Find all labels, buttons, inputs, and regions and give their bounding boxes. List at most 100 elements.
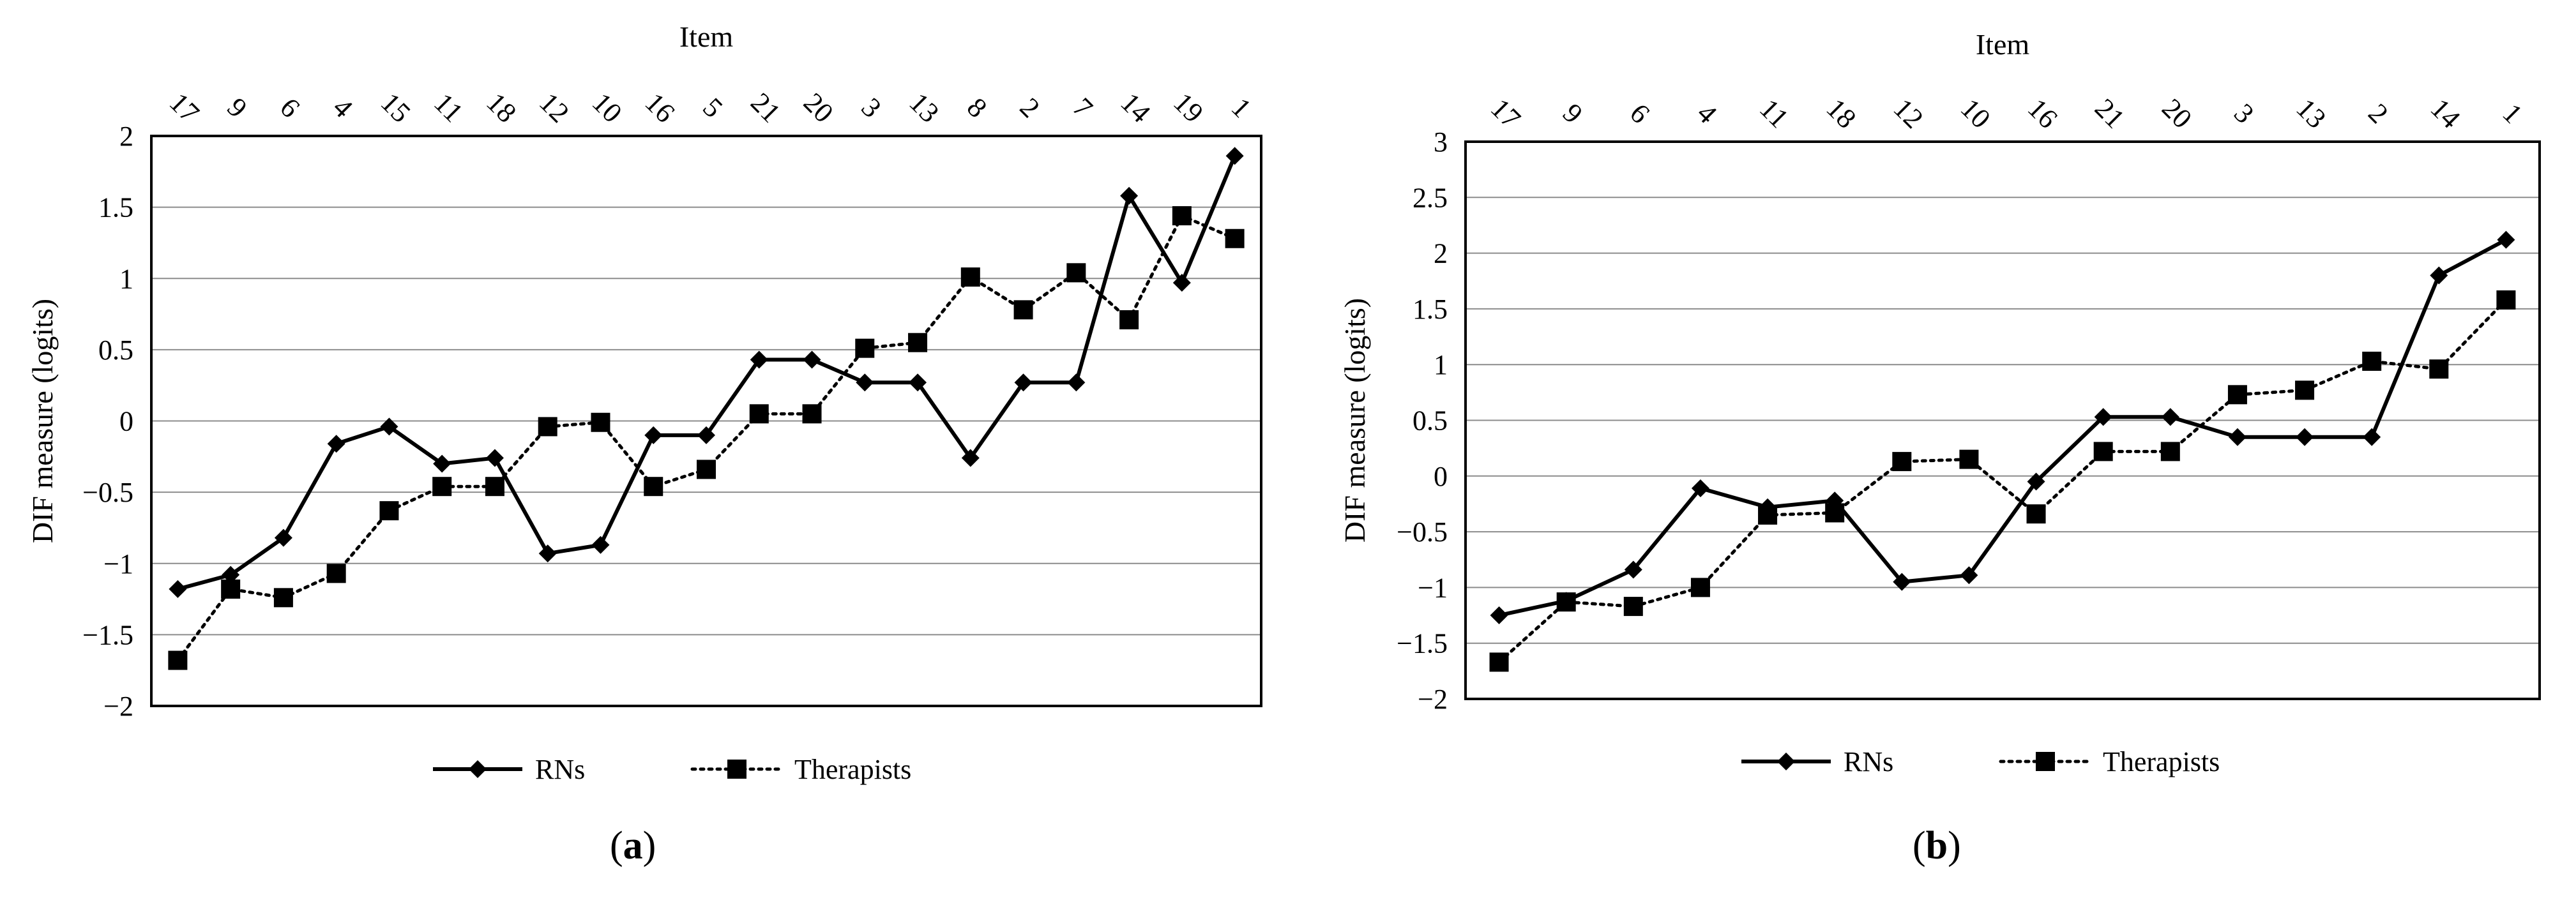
legend-label-rns: RNs (1844, 746, 1893, 777)
panel-label-a: (a) (610, 824, 656, 867)
data-point-therapists (908, 333, 928, 352)
y-axis-title: DIF measure (logits) (26, 299, 59, 543)
data-point-therapists (1556, 592, 1576, 612)
x-tick-label: 11 (428, 87, 469, 128)
y-tick-label: 0.5 (1413, 405, 1448, 437)
y-tick-label: 1 (119, 263, 133, 294)
data-point-rns (856, 373, 874, 392)
x-tick-label: 20 (2156, 93, 2198, 135)
data-point-rns (2027, 472, 2045, 491)
data-point-rns (1624, 560, 1642, 579)
x-axis-title: Item (1976, 28, 2030, 61)
y-tick-label: −2 (1418, 684, 1448, 715)
legend-label-rns: RNs (535, 754, 585, 785)
data-point-rns (1014, 373, 1033, 392)
y-tick-label: 1 (1434, 349, 1448, 380)
data-point-therapists (485, 477, 504, 497)
x-tick-label: 10 (1955, 93, 1997, 135)
data-point-therapists (1959, 449, 1979, 469)
data-point-rns (2228, 428, 2246, 446)
series-line-rns (1498, 237, 2507, 617)
x-tick-label: 21 (2089, 93, 2131, 135)
x-tick-label: 19 (1167, 87, 1209, 129)
y-tick-label: 0 (119, 406, 133, 437)
data-point-rns (1893, 573, 1911, 591)
data-point-therapists (1119, 310, 1139, 329)
data-point-therapists (802, 404, 822, 424)
data-point-rns (2094, 408, 2112, 426)
data-point-rns (1120, 186, 1139, 205)
data-point-therapists (2295, 380, 2315, 400)
data-point-rns (1691, 479, 1709, 498)
data-point-therapists (221, 579, 241, 599)
data-point-therapists (326, 564, 346, 583)
data-point-therapists (1758, 505, 1778, 525)
data-point-rns (2161, 408, 2179, 426)
data-point-therapists (1825, 503, 1845, 523)
x-tick-label: 10 (586, 87, 628, 129)
data-point-therapists (1690, 578, 1710, 597)
data-point-rns (750, 350, 768, 369)
x-tick-label: 11 (1754, 93, 1795, 134)
data-point-rns (644, 426, 663, 444)
plot-frame (150, 135, 1262, 707)
x-tick-label: 12 (533, 87, 575, 129)
x-axis-title: Item (679, 20, 734, 53)
y-tick-label: 0 (1434, 461, 1448, 492)
y-tick-label: 2.5 (1413, 182, 1448, 213)
data-point-therapists (697, 460, 716, 479)
data-point-therapists (168, 650, 188, 670)
series-line-therapists (1497, 298, 2508, 664)
x-tick-label: 2 (1014, 92, 1046, 124)
data-point-therapists (2160, 442, 2180, 461)
data-point-rns (2296, 428, 2314, 446)
data-point-therapists (960, 267, 980, 287)
y-tick-label: 3 (1434, 126, 1448, 158)
y-tick-label: −1 (103, 548, 133, 580)
data-point-therapists (2429, 359, 2449, 379)
data-point-rns (485, 449, 504, 467)
panel-label-b: (b) (1913, 824, 1961, 867)
plot-frame (1464, 140, 2541, 700)
legend-marker-therapists (727, 760, 746, 779)
data-point-therapists (1225, 229, 1245, 248)
y-tick-label: 1.5 (1413, 294, 1448, 325)
x-tick-label: 9 (1557, 98, 1589, 130)
data-point-therapists (2362, 351, 2382, 371)
data-point-therapists (1013, 300, 1033, 320)
y-tick-label: 2 (119, 121, 133, 152)
x-tick-label: 13 (903, 87, 945, 129)
x-tick-label: 18 (480, 87, 522, 129)
data-point-therapists (591, 412, 610, 432)
x-tick-label: 1 (1225, 92, 1257, 124)
x-tick-label: 18 (1821, 93, 1863, 135)
data-point-therapists (1066, 263, 1086, 283)
y-tick-label: −2 (103, 691, 133, 722)
x-tick-label: 20 (798, 87, 840, 129)
y-tick-label: −1.5 (82, 619, 133, 650)
data-point-rns (2363, 428, 2381, 446)
x-tick-label: 21 (745, 87, 787, 129)
y-tick-label: −0.5 (1397, 516, 1448, 548)
legend-label-therapists: Therapists (794, 754, 911, 785)
legend-marker-therapists (2036, 752, 2055, 771)
x-tick-label: 16 (639, 87, 681, 129)
x-tick-label: 4 (327, 92, 359, 124)
data-point-rns (1067, 373, 1086, 392)
data-point-rns (274, 528, 292, 547)
x-tick-label: 16 (2022, 93, 2064, 135)
data-point-therapists (432, 477, 452, 497)
data-point-rns (433, 454, 451, 473)
data-point-rns (327, 435, 345, 453)
data-point-therapists (644, 477, 663, 497)
x-tick-label: 1 (2497, 98, 2529, 130)
data-point-therapists (538, 417, 557, 437)
data-point-rns (697, 426, 715, 444)
x-tick-label: 14 (2425, 93, 2467, 135)
data-point-therapists (1623, 597, 1643, 617)
data-point-therapists (2496, 290, 2516, 310)
data-point-therapists (1489, 652, 1509, 672)
data-point-rns (1960, 566, 1978, 585)
